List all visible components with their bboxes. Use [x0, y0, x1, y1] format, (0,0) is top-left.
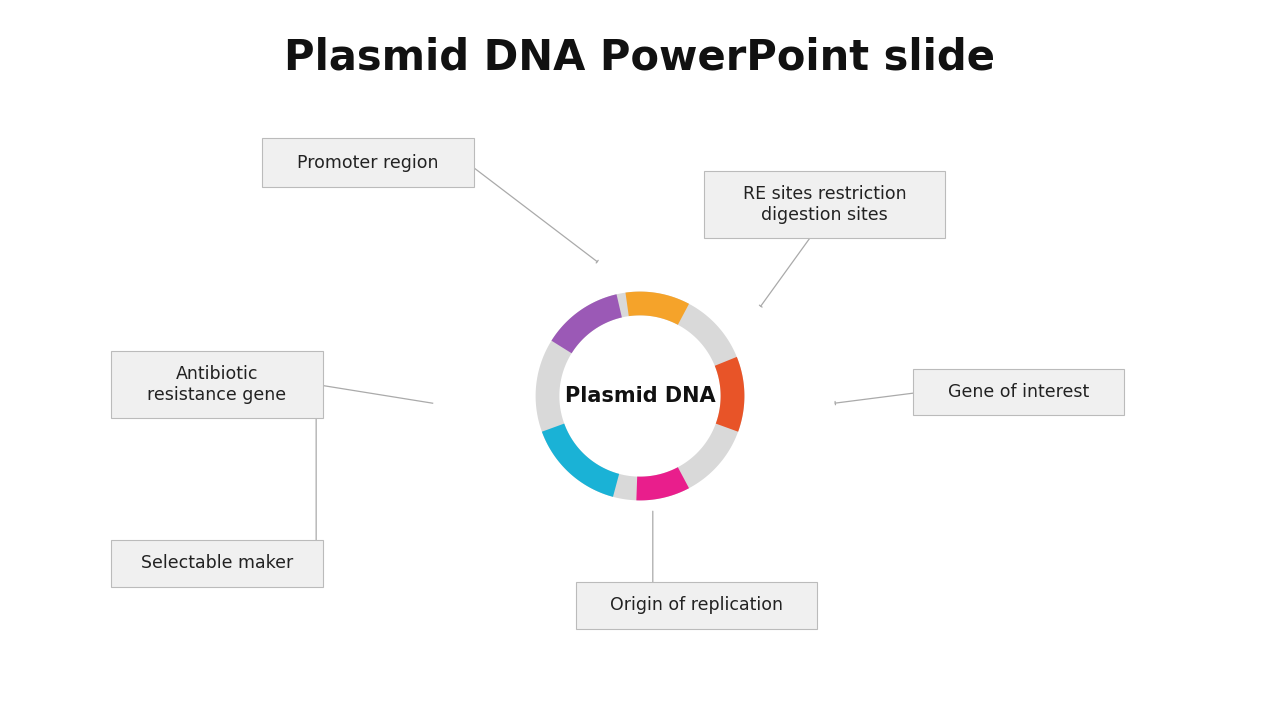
Polygon shape	[552, 294, 622, 354]
Text: Selectable maker: Selectable maker	[141, 554, 293, 572]
Text: Promoter region: Promoter region	[297, 154, 439, 172]
Text: RE sites restriction
digestion sites: RE sites restriction digestion sites	[742, 185, 906, 224]
FancyBboxPatch shape	[576, 582, 817, 629]
FancyBboxPatch shape	[704, 171, 945, 238]
FancyBboxPatch shape	[913, 369, 1124, 415]
Polygon shape	[541, 423, 620, 497]
Text: Origin of replication: Origin of replication	[609, 596, 783, 614]
FancyBboxPatch shape	[111, 540, 323, 587]
FancyBboxPatch shape	[262, 138, 474, 187]
Text: Plasmid DNA: Plasmid DNA	[564, 386, 716, 406]
Polygon shape	[626, 292, 689, 325]
Polygon shape	[636, 467, 689, 500]
Text: Gene of interest: Gene of interest	[947, 383, 1089, 401]
Polygon shape	[714, 357, 745, 432]
FancyBboxPatch shape	[111, 351, 323, 418]
Polygon shape	[535, 292, 745, 500]
Text: Antibiotic
resistance gene: Antibiotic resistance gene	[147, 365, 287, 404]
Text: Plasmid DNA PowerPoint slide: Plasmid DNA PowerPoint slide	[284, 37, 996, 78]
